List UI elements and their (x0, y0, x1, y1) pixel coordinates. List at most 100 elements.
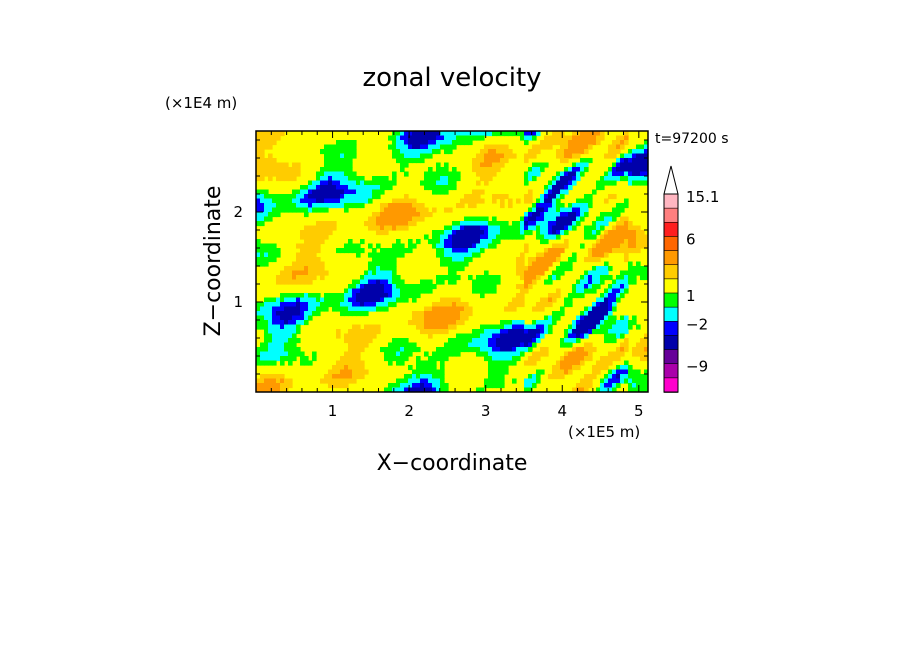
contour-cell (356, 365, 361, 371)
contour-cell (644, 180, 648, 186)
contour-cell (356, 302, 361, 308)
contour-cell (452, 257, 457, 263)
contour-cell (548, 329, 553, 335)
contour-cell (636, 243, 641, 249)
contour-cell (264, 338, 269, 344)
contour-cell (384, 216, 389, 222)
contour-cell (488, 329, 493, 335)
contour-cell (520, 347, 525, 353)
contour-cell (536, 302, 541, 308)
contour-cell (432, 189, 437, 195)
contour-cell (600, 212, 605, 218)
contour-cell (380, 297, 385, 303)
contour-cell (608, 320, 613, 326)
contour-cell (444, 320, 449, 326)
contour-cell (384, 284, 389, 290)
contour-cell (300, 203, 305, 209)
contour-cell (264, 306, 269, 312)
contour-cell (268, 203, 273, 209)
contour-cell (360, 311, 365, 317)
contour-cell (364, 324, 369, 330)
contour-cell (472, 135, 477, 141)
contour-cell (396, 275, 401, 281)
contour-cell (412, 131, 417, 137)
contour-cell (444, 144, 449, 150)
contour-cell (256, 261, 261, 267)
contour-cell (380, 347, 385, 353)
contour-cell (468, 257, 473, 263)
contour-cell (440, 356, 445, 362)
contour-cell (360, 333, 365, 339)
contour-cell (496, 167, 501, 173)
contour-cell (580, 347, 585, 353)
contour-cell (524, 324, 529, 330)
contour-cell (432, 149, 437, 155)
contour-cell (476, 234, 481, 240)
contour-cell (640, 234, 645, 240)
contour-cell (516, 221, 521, 227)
contour-cell (568, 203, 573, 209)
contour-cell (524, 198, 529, 204)
contour-cell (372, 180, 377, 186)
contour-cell (552, 135, 557, 141)
contour-cell (352, 369, 357, 375)
contour-cell (444, 347, 449, 353)
contour-cell (260, 387, 265, 392)
contour-cell (304, 270, 309, 276)
contour-cell (476, 338, 481, 344)
contour-cell (424, 176, 429, 182)
contour-cell (564, 171, 569, 177)
contour-cell (600, 279, 605, 285)
contour-cell (368, 243, 373, 249)
contour-cell (592, 225, 597, 231)
contour-cell (264, 374, 269, 380)
contour-cell (644, 378, 648, 384)
contour-cell (400, 162, 405, 168)
contour-cell (552, 176, 557, 182)
contour-cell (444, 180, 449, 186)
contour-cell (508, 320, 513, 326)
contour-cell (328, 194, 333, 200)
contour-cell (392, 153, 397, 159)
contour-cell (256, 311, 261, 317)
contour-cell (416, 360, 421, 366)
contour-cell (440, 171, 445, 177)
contour-cell (572, 221, 577, 227)
contour-cell (428, 140, 433, 146)
contour-cell (620, 279, 625, 285)
contour-cell (380, 230, 385, 236)
contour-cell (432, 185, 437, 191)
contour-cell (308, 306, 313, 312)
contour-cell (272, 212, 277, 218)
contour-cell (364, 338, 369, 344)
contour-cell (608, 306, 613, 312)
contour-cell (340, 356, 345, 362)
contour-cell (608, 275, 613, 281)
contour-cell (304, 311, 309, 317)
contour-cell (524, 212, 529, 218)
contour-cell (392, 248, 397, 254)
contour-cell (284, 203, 289, 209)
contour-cell (372, 275, 377, 281)
contour-cell (372, 288, 377, 294)
contour-cell (608, 149, 613, 155)
contour-cell (412, 315, 417, 321)
contour-cell (520, 302, 525, 308)
contour-cell (388, 279, 393, 285)
contour-cell (368, 180, 373, 186)
contour-cell (388, 203, 393, 209)
contour-cell (484, 131, 489, 137)
contour-cell (500, 347, 505, 353)
contour-cell (612, 351, 617, 357)
contour-cell (580, 216, 585, 222)
contour-cell (572, 212, 577, 218)
contour-cell (476, 171, 481, 177)
contour-cell (644, 338, 648, 344)
contour-cell (344, 248, 349, 254)
contour-cell (476, 221, 481, 227)
contour-cell (616, 378, 621, 384)
contour-cell (488, 288, 493, 294)
contour-cell (476, 158, 481, 164)
contour-cell (520, 338, 525, 344)
contour-cell (404, 207, 409, 213)
